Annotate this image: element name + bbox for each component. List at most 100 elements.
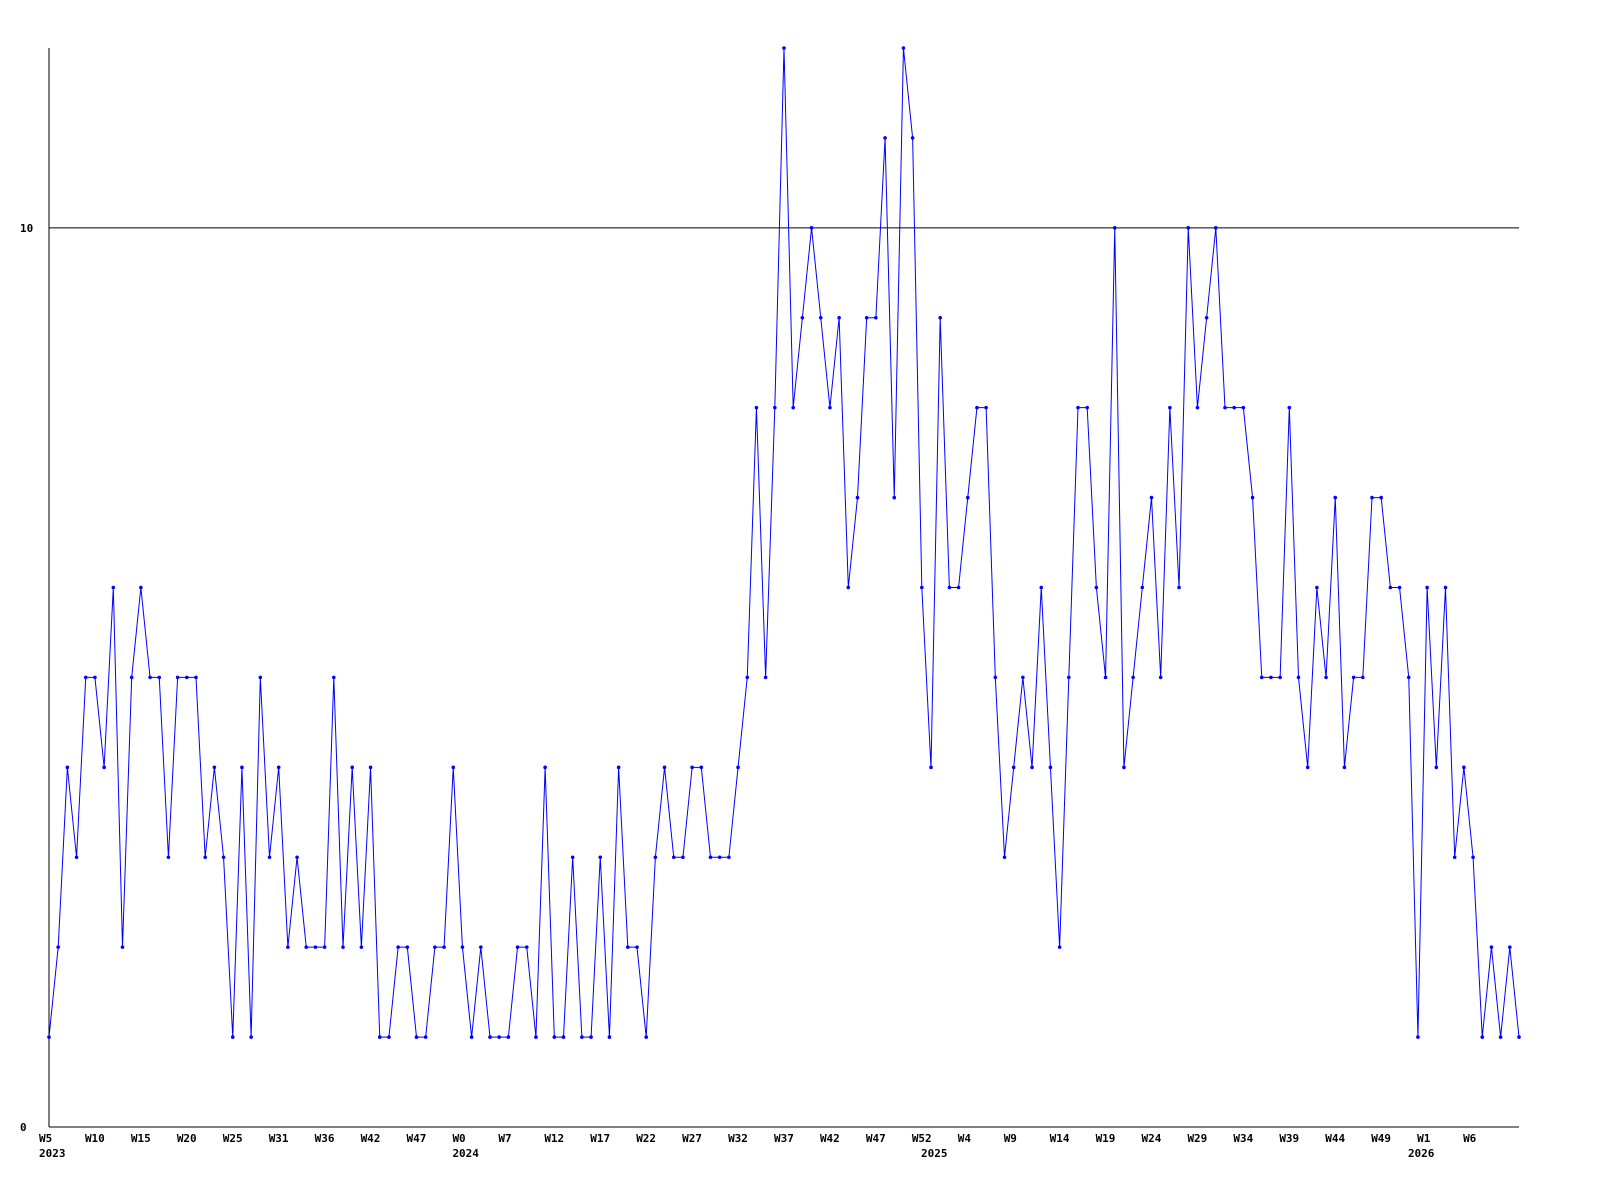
data-point xyxy=(102,765,106,770)
data-point xyxy=(910,136,915,140)
data-point xyxy=(1305,765,1310,770)
data-point xyxy=(1158,675,1163,680)
data-point xyxy=(543,765,547,770)
data-point xyxy=(350,765,354,770)
data-point xyxy=(653,855,658,860)
x-tick-label: W0 xyxy=(452,1132,465,1145)
data-point xyxy=(1085,405,1089,410)
data-point xyxy=(1296,675,1301,680)
data-point xyxy=(396,945,400,949)
data-point xyxy=(644,1035,648,1039)
data-point xyxy=(313,945,318,949)
data-point xyxy=(423,1035,428,1039)
data-point xyxy=(74,855,79,860)
data-point xyxy=(56,945,60,949)
data-point xyxy=(185,675,189,680)
x-tick-label: W44 xyxy=(1325,1132,1345,1145)
data-point xyxy=(929,765,933,770)
x-tick-label: W42 xyxy=(820,1132,840,1145)
data-point xyxy=(1241,405,1246,410)
data-point xyxy=(469,1035,474,1039)
data-point xyxy=(855,495,860,500)
data-point xyxy=(230,1035,235,1039)
data-point xyxy=(139,585,143,590)
data-point xyxy=(1177,585,1181,590)
data-point xyxy=(993,675,998,680)
data-point xyxy=(212,765,217,770)
data-point xyxy=(818,315,823,320)
data-point xyxy=(1195,405,1200,410)
data-point xyxy=(515,945,520,949)
data-point xyxy=(580,1035,584,1039)
data-point xyxy=(1112,226,1117,230)
x-year-label: 2023 xyxy=(39,1147,66,1160)
data-point xyxy=(1416,1035,1420,1039)
data-point xyxy=(1370,495,1374,500)
x-tick-label: W36 xyxy=(315,1132,335,1145)
data-point xyxy=(1103,675,1108,680)
x-tick-label: W37 xyxy=(774,1132,794,1145)
data-point xyxy=(570,855,575,860)
data-point xyxy=(561,1035,566,1039)
data-point xyxy=(846,585,851,590)
data-point xyxy=(341,945,345,949)
data-point xyxy=(809,226,814,230)
data-point xyxy=(1269,675,1273,680)
data-point xyxy=(258,675,263,680)
data-point xyxy=(1232,405,1236,410)
x-tick-label: W47 xyxy=(407,1132,427,1145)
data-point xyxy=(965,495,970,500)
data-point xyxy=(332,675,336,680)
data-point xyxy=(708,855,713,860)
data-point xyxy=(1342,765,1347,770)
data-point xyxy=(405,945,410,949)
x-tick-label: W9 xyxy=(1004,1132,1017,1145)
data-point xyxy=(1214,226,1218,230)
data-point xyxy=(754,405,759,410)
data-point xyxy=(1131,675,1135,680)
x-tick-label: W31 xyxy=(269,1132,289,1145)
data-point xyxy=(616,765,621,770)
data-point xyxy=(1278,675,1282,680)
x-tick-label: W27 xyxy=(682,1132,702,1145)
data-point xyxy=(460,945,465,949)
data-point xyxy=(1250,495,1255,500)
data-point xyxy=(120,945,125,949)
data-point xyxy=(1434,765,1439,770)
x-tick-label: W39 xyxy=(1279,1132,1299,1145)
data-point xyxy=(1067,675,1071,680)
data-point xyxy=(1425,585,1429,590)
data-point xyxy=(267,855,272,860)
x-tick-label: W25 xyxy=(223,1132,243,1145)
data-point xyxy=(874,315,878,320)
data-point xyxy=(249,1035,253,1039)
x-tick-label: W29 xyxy=(1187,1132,1207,1145)
x-tick-label: W19 xyxy=(1096,1132,1116,1145)
data-point xyxy=(920,585,924,590)
data-point xyxy=(883,136,887,140)
data-point xyxy=(304,945,309,949)
data-point xyxy=(975,405,979,410)
data-point xyxy=(111,585,116,590)
data-point xyxy=(1030,765,1034,770)
x-tick-label: W6 xyxy=(1463,1132,1477,1145)
data-point xyxy=(782,46,786,50)
data-point xyxy=(1002,855,1007,860)
data-point xyxy=(1406,675,1411,680)
data-point xyxy=(681,855,685,860)
data-point xyxy=(377,1035,382,1039)
x-tick-label: W42 xyxy=(361,1132,381,1145)
data-point xyxy=(1140,585,1145,590)
data-point xyxy=(1498,1035,1503,1039)
data-point xyxy=(203,855,207,860)
data-point xyxy=(433,945,437,949)
data-point xyxy=(901,46,906,50)
data-point xyxy=(552,1035,557,1039)
data-point xyxy=(773,405,777,410)
y-tick-label: 10 xyxy=(20,222,33,235)
data-point xyxy=(690,765,694,770)
x-tick-label: W5 xyxy=(39,1132,52,1145)
data-point xyxy=(938,315,942,320)
data-point xyxy=(1048,765,1053,770)
data-point xyxy=(1076,405,1080,410)
